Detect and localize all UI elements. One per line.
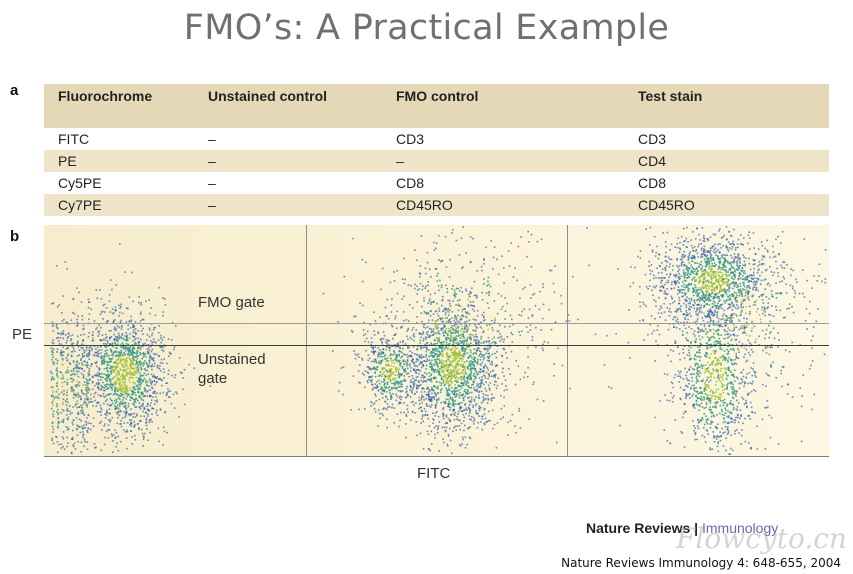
unstained-gate-label: Unstained gate [198,351,266,387]
panel-b-label: b [10,228,20,245]
header-test-stain: Test stain [624,84,829,128]
journal-separator: | [694,520,699,536]
staining-table: Fluorochrome Unstained control FMO contr… [44,84,829,216]
slide-title: FMO’s: A Practical Example [183,8,670,48]
table-cell: – [194,194,382,216]
table-cell: CD8 [638,175,667,191]
table-cell: CD45RO [382,194,624,216]
header-fmo-control: FMO control [382,84,624,128]
journal-subtitle: Immunology [701,520,779,536]
flow-density-dots [49,226,827,455]
y-axis-label: PE [12,326,33,343]
table-cell: CD4 [624,150,829,172]
table-cell: CD3 [638,131,667,147]
fmo-gate-line [44,323,829,324]
table-cell: FITC [58,131,90,147]
table-cell: – [208,131,216,147]
table-row: Cy7PE – CD45RO CD45RO [44,194,829,216]
table-cell: – [194,150,382,172]
plot-divider-right [567,225,568,456]
table-cell: Cy5PE [58,175,102,191]
fmo-gate-label: FMO gate [198,294,265,311]
journal-name: Nature Reviews [586,520,691,536]
dot-cloud-group [49,226,827,455]
table-cell: CD45RO [624,194,829,216]
table-cell: – [208,175,216,191]
table-cell: CD3 [396,131,425,147]
header-fluorochrome: Fluorochrome [44,84,194,128]
unstained-gate-line [44,345,829,346]
table-cell: PE [44,150,194,172]
x-axis-label: FITC [417,465,451,482]
table-cell: CD8 [396,175,425,191]
watermark: Flowcyto.cn [676,522,847,555]
citation: Nature Reviews Immunology 4: 648-655, 20… [561,556,841,570]
panel-a-label: a [10,82,19,99]
table-header-row: Fluorochrome Unstained control FMO contr… [44,84,829,128]
table-row: PE – – CD4 [44,150,829,172]
plot-divider-left [306,225,307,456]
header-unstained-control: Unstained control [194,84,382,128]
table-row: FITC – CD3 CD3 [44,128,829,150]
table-cell: – [382,150,624,172]
table-cell: Cy7PE [44,194,194,216]
journal-credit: Nature Reviews | Immunology [586,520,778,536]
table-row: Cy5PE – CD8 CD8 [44,172,829,194]
